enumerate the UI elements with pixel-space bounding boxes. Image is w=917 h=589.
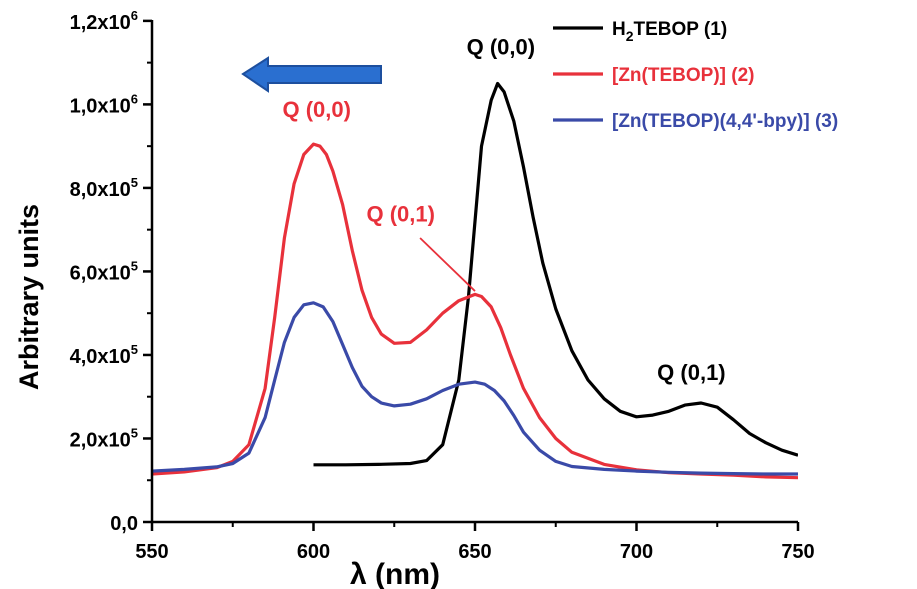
x-tick-label: 600 — [297, 541, 330, 563]
y-tick-label: 1,2x106 — [70, 8, 138, 34]
y-tick-label: 8,0x105 — [70, 175, 138, 201]
legend-item-3: [Zn(TEBOP)(4,4'-bpy)] (3) — [553, 111, 838, 132]
legend-label: H2TEBOP (1) — [612, 19, 727, 44]
y-tick-label: 6,0x105 — [70, 258, 138, 284]
x-tick-label: 700 — [620, 541, 653, 563]
legend-label: [Zn(TEBOP)] (2) — [612, 65, 754, 86]
x-tick-label: 650 — [458, 541, 491, 563]
y-tick-label: 2,0x105 — [70, 425, 138, 451]
x-tick-label: 750 — [781, 541, 814, 563]
y-tick-label: 4,0x105 — [70, 342, 138, 368]
series-line-2 — [152, 142, 798, 480]
annotation-leader-line — [419, 237, 476, 292]
direction-arrow — [241, 56, 382, 93]
peak-annotation-1: Q (0,0) — [467, 34, 535, 59]
y-axis-title: Arbitrary units — [14, 204, 44, 390]
legend-label: [Zn(TEBOP)(4,4'-bpy)] (3) — [612, 111, 838, 132]
x-tick-label: 550 — [135, 541, 168, 563]
legend-item-2: [Zn(TEBOP)] (2) — [553, 65, 754, 86]
legend-item-1: H2TEBOP (1) — [553, 19, 727, 44]
x-axis-title: λ (nm) — [350, 558, 440, 589]
series-line-1 — [313, 81, 798, 467]
peak-annotation-3: Q (0,0) — [282, 97, 350, 122]
y-tick-label: 1,0x106 — [70, 91, 138, 117]
series-line-3 — [152, 301, 798, 476]
peak-annotation-2: Q (0,1) — [657, 360, 725, 385]
peak-annotation-4: Q (0,1) — [366, 201, 434, 226]
y-tick-label: 0,0 — [110, 513, 138, 535]
